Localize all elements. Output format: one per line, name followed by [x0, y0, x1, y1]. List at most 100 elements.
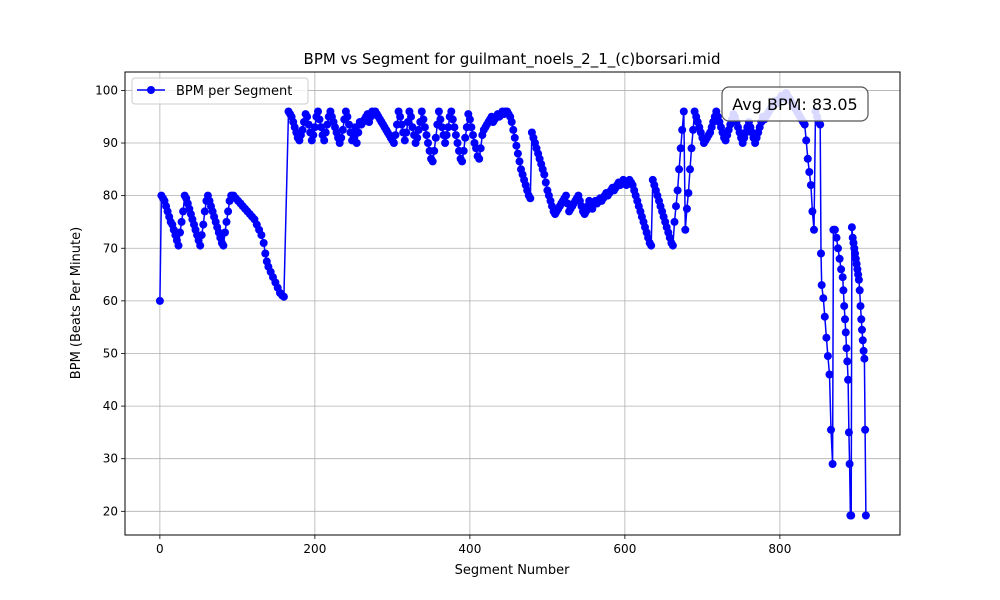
data-point [323, 120, 332, 129]
data-point [434, 107, 443, 116]
data-point [526, 194, 535, 203]
avg-annotation: Avg BPM: 83.05 [721, 86, 869, 122]
data-point [860, 354, 869, 363]
data-point [810, 225, 818, 234]
data-point [819, 294, 828, 303]
data-point [450, 123, 459, 132]
data-point [802, 136, 811, 145]
y-tick-label: 70 [103, 241, 118, 255]
data-point [843, 357, 852, 366]
data-point [441, 139, 450, 147]
data-point [444, 123, 453, 132]
legend-marker-sample [147, 86, 155, 94]
data-point [257, 231, 266, 240]
data-point [431, 133, 440, 142]
data-point [673, 186, 682, 195]
data-point [806, 181, 815, 190]
data-point [832, 233, 841, 242]
data-point [469, 131, 477, 140]
y-tick-label: 50 [103, 346, 118, 360]
data-point [420, 123, 429, 132]
data-point [854, 275, 863, 284]
data-point [828, 460, 837, 468]
data-point [176, 228, 184, 237]
data-point [823, 352, 832, 361]
data-point [857, 315, 866, 324]
data-point [310, 123, 319, 132]
data-point [840, 302, 849, 311]
data-point [540, 170, 549, 179]
data-point [515, 157, 524, 166]
legend-label: BPM per Segment [176, 84, 292, 99]
data-point [859, 346, 868, 355]
data-point [678, 125, 687, 134]
y-tick-label: 20 [103, 504, 118, 518]
data-point [197, 231, 206, 240]
data-point [414, 125, 423, 134]
data-point [847, 223, 856, 232]
data-point [476, 144, 485, 153]
data-point [684, 189, 693, 197]
data-point [841, 328, 850, 337]
data-point [408, 123, 417, 132]
data-point [844, 375, 853, 384]
data-point [805, 168, 814, 176]
series-layer [155, 89, 870, 520]
data-point [221, 228, 229, 237]
data-point [827, 425, 835, 434]
y-tick-label: 30 [103, 452, 118, 466]
data-point [219, 241, 228, 250]
data-point [562, 191, 570, 200]
data-point [430, 146, 439, 155]
data-point [304, 120, 313, 129]
data-point [224, 207, 233, 216]
data-point [844, 428, 853, 437]
y-tick-label: 90 [103, 136, 118, 150]
data-point [155, 296, 164, 305]
x-tick-label: 600 [613, 542, 636, 556]
data-point [413, 133, 422, 142]
data-point [858, 336, 867, 345]
data-point [510, 133, 519, 142]
data-point [451, 131, 460, 140]
data-point [314, 107, 322, 116]
data-point [447, 107, 456, 116]
data-point [800, 120, 809, 129]
data-point [442, 131, 451, 140]
data-point [320, 136, 329, 145]
data-point [858, 325, 866, 334]
data-point [389, 139, 398, 147]
y-tick-label: 40 [103, 399, 118, 413]
data-point [467, 123, 476, 132]
data-point [402, 128, 411, 137]
data-point [861, 425, 870, 434]
data-point [461, 133, 470, 142]
data-point [512, 141, 521, 150]
data-point [687, 144, 696, 153]
data-point [825, 370, 834, 379]
data-point [861, 511, 870, 520]
data-point [422, 131, 431, 140]
data-point [438, 123, 446, 132]
data-point [298, 125, 307, 134]
grid-lines [125, 72, 900, 535]
x-tick-label: 0 [156, 542, 164, 556]
legend: BPM per Segment [131, 77, 309, 105]
data-point [259, 239, 268, 247]
data-point [855, 286, 864, 295]
data-point [817, 249, 825, 258]
data-point [453, 139, 462, 147]
data-point [682, 204, 691, 213]
data-point [391, 131, 400, 140]
data-point [458, 157, 467, 166]
data-point [337, 133, 346, 142]
legend-box [131, 77, 309, 105]
y-tick-label: 100 [95, 83, 118, 97]
data-point [513, 149, 522, 158]
data-point [448, 115, 457, 124]
data-point [820, 312, 829, 321]
data-point [343, 112, 352, 121]
data-point [179, 207, 188, 216]
data-point [475, 154, 484, 163]
x-tick-label: 400 [458, 542, 481, 556]
